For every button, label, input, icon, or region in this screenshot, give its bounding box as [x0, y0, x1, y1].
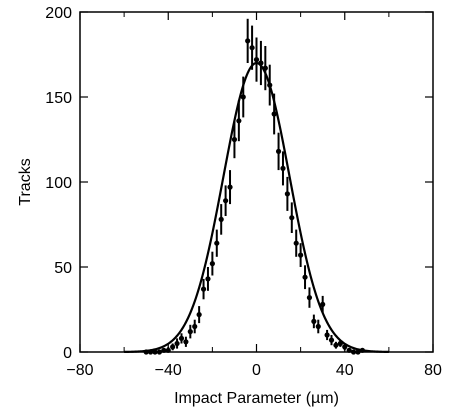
data-marker	[280, 165, 286, 171]
y-axis-label: Tracks	[17, 158, 34, 205]
data-marker	[262, 65, 268, 71]
data-point	[240, 76, 246, 118]
y-tick-label: 0	[63, 345, 72, 362]
data-marker	[178, 335, 185, 341]
data-point	[320, 295, 326, 313]
data-point	[253, 37, 260, 82]
y-tick-label: 150	[45, 90, 72, 107]
data-marker	[249, 45, 255, 51]
data-marker	[236, 118, 242, 124]
y-tick-label: 100	[45, 175, 72, 192]
data-marker	[258, 60, 264, 66]
data-point	[315, 319, 321, 334]
data-marker	[328, 337, 335, 343]
data-marker	[333, 342, 339, 348]
data-point	[280, 151, 286, 186]
data-marker	[253, 57, 260, 63]
data-marker	[218, 216, 224, 222]
data-point	[267, 64, 273, 106]
data-marker	[240, 94, 246, 100]
data-marker	[183, 339, 189, 345]
data-point	[306, 287, 313, 308]
data-point	[218, 204, 224, 235]
x-axis-label: Impact Parameter (µm)	[174, 390, 339, 407]
data-point	[214, 229, 220, 257]
data-point	[236, 100, 242, 142]
data-point	[223, 185, 229, 216]
data-point	[196, 306, 202, 324]
data-point	[249, 25, 255, 70]
data-point	[298, 243, 304, 267]
x-tick-label: 80	[424, 362, 442, 379]
fit-curve	[124, 61, 389, 353]
data-marker	[337, 340, 343, 347]
data-points-group	[143, 18, 365, 355]
data-marker	[284, 191, 290, 197]
data-point	[178, 333, 185, 344]
data-marker	[227, 184, 233, 190]
data-marker	[315, 323, 321, 330]
data-point	[245, 18, 251, 63]
data-point	[205, 267, 211, 291]
data-point	[328, 335, 335, 346]
data-marker	[170, 344, 176, 350]
data-point	[187, 324, 193, 339]
data-marker	[196, 312, 202, 318]
data-marker	[302, 274, 308, 280]
data-point	[231, 120, 238, 159]
y-tick-label: 50	[54, 260, 72, 277]
data-marker	[306, 295, 313, 301]
data-marker	[205, 276, 211, 282]
x-tick-label: −40	[155, 362, 182, 379]
data-point	[200, 278, 207, 300]
data-marker	[324, 332, 330, 338]
data-marker	[298, 252, 304, 258]
data-point	[192, 319, 198, 334]
data-marker	[320, 301, 326, 307]
data-marker	[231, 136, 238, 143]
data-point	[289, 202, 295, 233]
data-marker	[209, 261, 215, 267]
y-tick-label: 200	[45, 5, 72, 22]
data-marker	[275, 148, 282, 154]
data-marker	[289, 215, 295, 221]
data-marker	[245, 38, 251, 44]
fit-curve-group	[124, 61, 389, 353]
data-point	[271, 93, 277, 135]
data-point	[227, 170, 233, 205]
data-point	[209, 251, 215, 276]
data-point	[293, 229, 299, 257]
x-tick-label: 40	[336, 362, 354, 379]
data-marker	[214, 240, 220, 246]
data-marker	[293, 240, 299, 246]
x-tick-label: −80	[66, 362, 93, 379]
data-marker	[174, 340, 180, 347]
data-marker	[267, 82, 273, 88]
data-point	[284, 176, 290, 211]
data-marker	[187, 329, 193, 335]
data-point	[311, 314, 317, 329]
data-point	[183, 336, 189, 347]
data-marker	[223, 198, 229, 204]
data-point	[302, 265, 308, 290]
x-tick-label: 0	[252, 362, 261, 379]
data-marker	[271, 111, 277, 117]
data-point	[170, 343, 176, 351]
data-marker	[192, 323, 198, 330]
data-point	[174, 338, 180, 349]
data-point	[262, 46, 268, 91]
axis-ticks-group: −80 −40 0 40 80 0 50 100 150 200	[45, 5, 442, 379]
data-point	[324, 329, 330, 341]
data-marker	[311, 318, 317, 324]
data-point	[337, 340, 343, 347]
data-point	[275, 132, 282, 171]
data-point	[333, 341, 339, 349]
data-point	[258, 40, 264, 86]
data-marker	[200, 286, 207, 292]
